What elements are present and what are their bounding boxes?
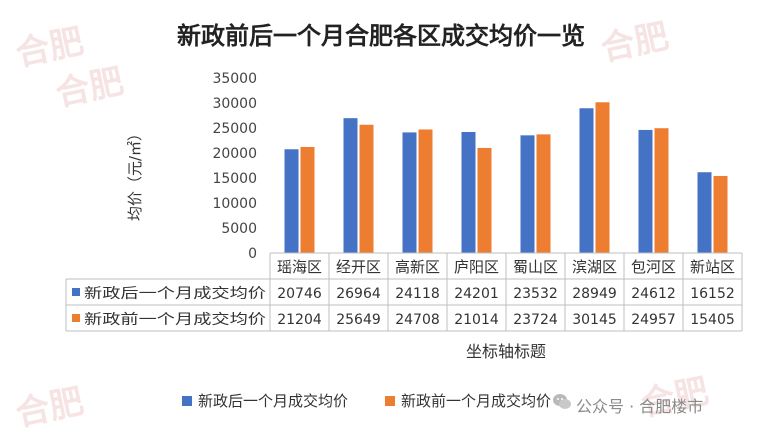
wechat-icon bbox=[553, 394, 571, 409]
bar-before bbox=[300, 146, 315, 253]
bar-after bbox=[520, 135, 535, 253]
bar-after bbox=[284, 149, 299, 253]
data-label: 24708 bbox=[395, 312, 440, 328]
x-tick-label: 经开区 bbox=[336, 258, 381, 276]
bar-after bbox=[461, 131, 476, 253]
data-label: 15405 bbox=[690, 312, 735, 328]
data-label: 20746 bbox=[277, 286, 322, 302]
y-tick-label: 30000 bbox=[212, 96, 257, 112]
table-legend-key bbox=[72, 314, 80, 322]
bar-after bbox=[343, 118, 358, 254]
bar-before bbox=[595, 102, 610, 254]
x-tick-label: 庐阳区 bbox=[454, 258, 499, 276]
y-tick-label: 25000 bbox=[212, 121, 257, 137]
table-series-label: 新政后一个月成交均价 bbox=[84, 285, 266, 302]
x-tick-label: 包河区 bbox=[631, 258, 676, 276]
bar-after bbox=[579, 108, 594, 253]
data-label: 21014 bbox=[454, 312, 499, 328]
x-tick-label: 蜀山区 bbox=[513, 258, 558, 276]
bar-before bbox=[418, 129, 433, 253]
data-label: 23532 bbox=[513, 286, 558, 302]
data-label: 23724 bbox=[513, 312, 558, 328]
bar-before bbox=[654, 128, 669, 253]
y-tick-label: 0 bbox=[248, 246, 257, 262]
bar-before bbox=[359, 124, 374, 253]
legend-label: 新政后一个月成交均价 bbox=[198, 392, 348, 410]
legend-label: 新政前一个月成交均价 bbox=[401, 392, 551, 410]
data-label: 21204 bbox=[277, 312, 322, 328]
y-axis-label: 均价（元/㎡） bbox=[126, 126, 144, 221]
data-label: 25649 bbox=[336, 312, 381, 328]
bar-after bbox=[402, 132, 417, 253]
y-tick-label: 10000 bbox=[212, 196, 257, 212]
bar-after bbox=[697, 172, 712, 253]
data-label: 24118 bbox=[395, 286, 440, 302]
data-label: 30145 bbox=[572, 312, 617, 328]
data-label: 24612 bbox=[631, 286, 676, 302]
x-tick-label: 瑶海区 bbox=[277, 258, 322, 276]
watermark-credit: 公众号 · 合肥楼市 bbox=[576, 397, 704, 416]
bar-before bbox=[477, 147, 492, 253]
y-tick-label: 35000 bbox=[212, 71, 257, 87]
data-label: 16152 bbox=[690, 286, 735, 302]
chart-title: 新政前后一个月合肥各区成交均价一览 bbox=[177, 22, 585, 50]
x-tick-label: 高新区 bbox=[395, 258, 440, 276]
x-tick-label: 滨湖区 bbox=[572, 258, 617, 276]
x-axis-label: 坐标轴标题 bbox=[466, 342, 546, 361]
table-series-label: 新政前一个月成交均价 bbox=[84, 311, 266, 328]
x-tick-label: 新站区 bbox=[690, 258, 735, 276]
legend-key bbox=[385, 396, 395, 406]
bar-before bbox=[713, 175, 728, 253]
data-label: 26964 bbox=[336, 286, 381, 302]
y-tick-label: 15000 bbox=[212, 171, 257, 187]
legend-key bbox=[182, 396, 192, 406]
y-tick-label: 5000 bbox=[221, 221, 257, 237]
y-tick-label: 20000 bbox=[212, 146, 257, 162]
data-label: 24201 bbox=[454, 286, 499, 302]
bar-after bbox=[638, 129, 653, 253]
table-legend-key bbox=[72, 288, 80, 296]
bar-before bbox=[536, 134, 551, 253]
data-label: 28949 bbox=[572, 286, 617, 302]
data-label: 24957 bbox=[631, 312, 676, 328]
